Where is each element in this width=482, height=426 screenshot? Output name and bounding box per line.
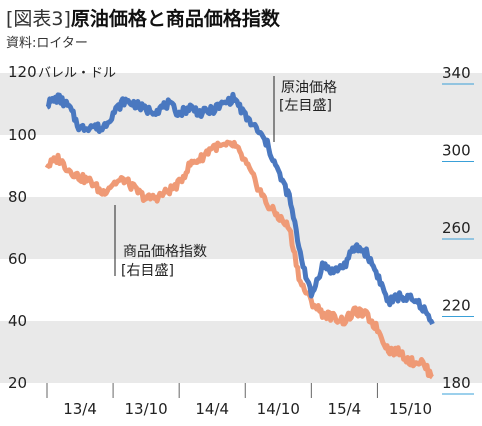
source-note: 資料:ロイター (6, 36, 88, 51)
x-tick-label: 14/10 (257, 400, 300, 418)
commodity-index-line (44, 139, 434, 380)
commodity-axis-note: [右目盛] (121, 263, 174, 279)
left-tick-label: 40 (8, 312, 27, 330)
right-tick-label: 340 (442, 64, 471, 82)
left-tick-label: 100 (8, 126, 37, 144)
crude-oil-line (45, 91, 435, 326)
left-tick-label: 120 (8, 63, 37, 81)
commodity-series-label: 商品価格指数 (123, 244, 207, 260)
crude-axis-note: [左目盛] (279, 98, 332, 114)
right-tick-label: 180 (442, 374, 471, 392)
left-tick-label: 20 (8, 374, 27, 392)
right-tick-label: 300 (442, 142, 471, 160)
x-tick-label: 13/4 (63, 400, 97, 418)
left-tick-label: 80 (8, 188, 27, 206)
x-tick-label: 15/10 (389, 400, 432, 418)
left-tick-label: 60 (8, 250, 27, 268)
x-tick-label: 13/10 (125, 400, 168, 418)
right-tick-label: 260 (442, 219, 471, 237)
x-tick-label: 14/4 (195, 400, 229, 418)
chart-title: 原油価格と商品価格指数 (70, 8, 280, 30)
chart-header: [図表3]原油価格と商品価格指数 (6, 4, 280, 31)
right-tick-label: 220 (442, 297, 471, 315)
left-axis-unit: バレル・ドル (38, 66, 116, 81)
figure-label: [図表3] (6, 8, 71, 30)
x-tick-label: 15/4 (328, 400, 362, 418)
crude-series-label: 原油価格 (281, 80, 337, 96)
grid-band (0, 197, 482, 259)
grid-band (0, 321, 482, 383)
